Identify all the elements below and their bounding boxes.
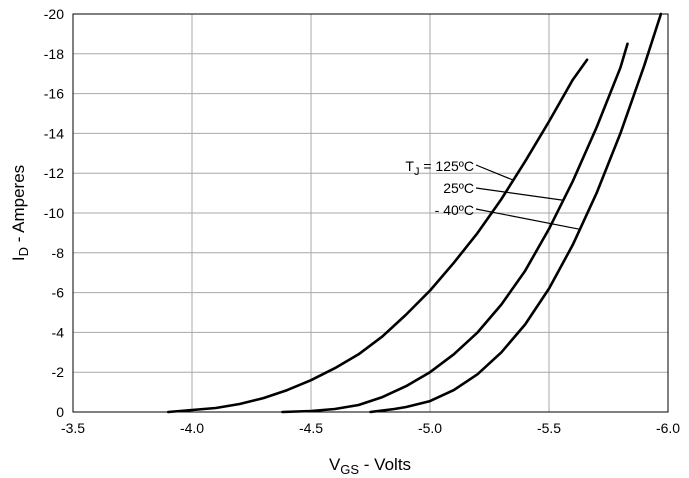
y-axis-title: ID - Amperes <box>9 165 31 261</box>
series-label-minus-40c: - 40ºC <box>435 202 474 218</box>
y-tick-label: -18 <box>44 46 64 62</box>
y-axis-tick-labels: 0 -2 -4 -6 -8 -10 -12 -14 -16 -18 -20 <box>44 6 64 420</box>
series-labels: TJ = 125ºC 25ºC - 40ºC <box>405 158 474 218</box>
x-axis-title: VGS - Volts <box>329 455 411 477</box>
y-tick-label: -8 <box>52 245 65 261</box>
x-tick-label: -4.0 <box>180 420 204 436</box>
x-tick-label: -5.5 <box>537 420 561 436</box>
y-tick-label: -4 <box>52 324 65 340</box>
x-tick-label: -4.5 <box>299 420 323 436</box>
y-tick-label: -14 <box>44 125 64 141</box>
y-tick-label: -6 <box>52 285 65 301</box>
y-tick-label: -2 <box>52 364 65 380</box>
curve-25c <box>281 42 629 414</box>
series-curves <box>166 12 663 414</box>
leader-line <box>475 208 581 230</box>
x-tick-label: -3.5 <box>61 420 85 436</box>
x-tick-label: -5.0 <box>418 420 442 436</box>
gridlines <box>73 14 668 412</box>
x-axis-tick-labels: -3.5 -4.0 -4.5 -5.0 -5.5 -6.0 <box>61 420 680 436</box>
leader-line <box>475 164 514 181</box>
curve-tj-125c <box>166 58 589 414</box>
y-tick-label: -10 <box>44 205 64 221</box>
series-label-25c: 25ºC <box>443 180 474 196</box>
y-tick-label: -20 <box>44 6 64 22</box>
curve-minus-40c <box>369 12 663 414</box>
y-tick-label: 0 <box>56 404 64 420</box>
x-tick-label: -6.0 <box>656 420 680 436</box>
series-label-leaders <box>475 164 581 230</box>
y-tick-label: -16 <box>44 86 64 102</box>
leader-line <box>475 187 564 201</box>
y-tick-label: -12 <box>44 165 64 181</box>
series-label-tj-125c: TJ = 125ºC <box>405 158 474 178</box>
